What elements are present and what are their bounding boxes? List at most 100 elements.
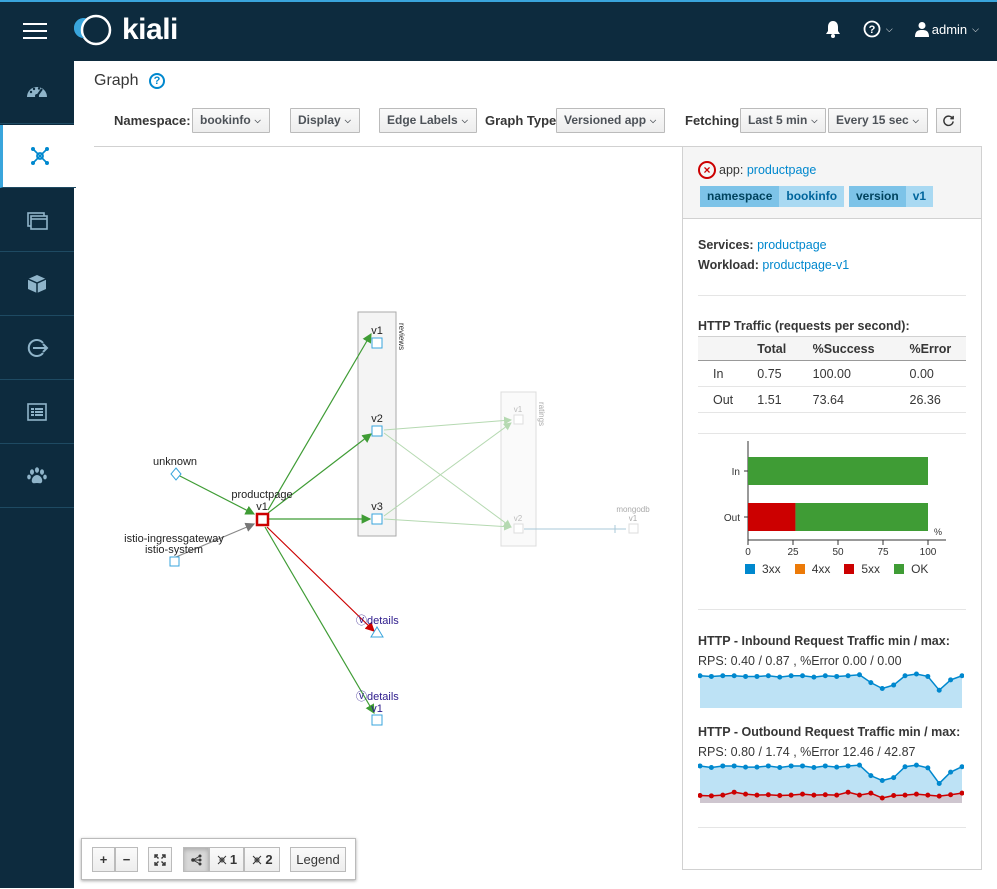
fit-to-screen-button[interactable] (148, 847, 172, 872)
nav-graph[interactable] (0, 125, 76, 188)
applications-icon (27, 212, 48, 230)
outbound-error-point (698, 793, 703, 798)
outbound-error-point (834, 792, 840, 798)
refresh-interval-dropdown[interactable]: Every 15 sec ⌵ (828, 108, 928, 133)
edge-productpage-reviews-v2[interactable] (267, 433, 372, 514)
outbound-rps-point (788, 763, 794, 769)
virtual-service-icon: Ⓥ (356, 614, 367, 627)
notifications-bell-icon[interactable] (825, 20, 841, 38)
nav-workloads[interactable] (0, 253, 74, 316)
layout-1-button[interactable]: 1 (209, 847, 244, 872)
outbound-rps-point (708, 765, 714, 770)
outbound-rps-point (845, 763, 851, 769)
duration-dropdown[interactable]: Last 5 min ⌵ (740, 108, 827, 133)
x-tick-label: 100 (920, 547, 937, 558)
namespace-dropdown[interactable]: bookinfo ⌵ (192, 108, 270, 133)
outbound-rps-point (948, 769, 954, 775)
table-cell: 100.00 (797, 360, 895, 387)
outbound-rps-point (777, 765, 783, 770)
bar-segment-ok[interactable] (795, 503, 928, 531)
mongodb-node[interactable] (628, 523, 639, 534)
inbound-rps-point (731, 673, 737, 679)
legend-swatch (794, 564, 805, 574)
display-dropdown[interactable]: Display ⌵ (290, 108, 360, 133)
workloads-icon (27, 275, 47, 293)
hamburger-menu-button[interactable] (23, 23, 47, 41)
ratings-v2-node[interactable] (513, 523, 524, 534)
edge-unknown-productpage[interactable] (175, 473, 256, 515)
services-link[interactable]: productpage (757, 238, 827, 252)
edge-labels-dropdown[interactable]: Edge Labels ⌵ (379, 108, 477, 133)
nav-applications[interactable] (0, 189, 74, 252)
virtual-service-icon: Ⓥ (356, 690, 367, 703)
table-header-row: Total %Success %Error (698, 336, 966, 361)
inbound-rps-point (891, 682, 897, 688)
table-header: Total (742, 336, 798, 361)
graph-canvas[interactable]: reviews ratings unknown istio-ingressgat… (94, 146, 682, 888)
details-v1-node[interactable] (371, 714, 383, 726)
reviews-v3-node[interactable] (371, 513, 383, 525)
edge-reviews-v3-ratings-v1[interactable] (383, 422, 512, 517)
workload-link[interactable]: productpage-v1 (762, 258, 850, 272)
nav-overview[interactable] (0, 61, 74, 124)
user-menu[interactable]: admin ⌵ (914, 21, 979, 37)
edge-reviews-v3-ratings-v2[interactable] (383, 518, 512, 531)
nav-istio-config[interactable] (0, 381, 74, 444)
outbound-error-point (856, 792, 862, 798)
version-badge: version v1 (849, 186, 934, 207)
nav-tracing[interactable] (0, 445, 74, 508)
table-cell: 0.75 (742, 360, 798, 387)
outbound-error-point (868, 790, 874, 796)
config-list-icon (27, 403, 47, 421)
help-icon[interactable]: ? (149, 73, 165, 89)
productpage-node[interactable] (255, 512, 270, 527)
display-label: Display (298, 113, 341, 127)
nav-services[interactable] (0, 317, 74, 380)
service-graph[interactable]: reviews ratings unknown istio-ingressgat… (94, 147, 682, 889)
edge-productpage-details-v1[interactable] (264, 526, 375, 715)
zoom-out-button[interactable]: − (115, 847, 138, 872)
details-service-name: details (367, 615, 399, 627)
zoom-in-button[interactable]: + (92, 847, 115, 872)
bar-segment-ok[interactable] (748, 457, 928, 485)
outbound-error-point (902, 792, 908, 798)
details-service-node[interactable] (370, 626, 384, 638)
app-link[interactable]: productpage (746, 163, 817, 177)
outbound-error-point (708, 793, 714, 799)
kiali-logo-mark (74, 14, 112, 46)
edge-ingress-productpage[interactable] (175, 522, 256, 558)
legend-button[interactable]: Legend (290, 847, 346, 872)
help-menu[interactable]: ? ⌵ (863, 20, 893, 38)
reviews-v1-node[interactable] (371, 337, 383, 349)
outbound-rps-point (743, 764, 749, 770)
layout-2-button[interactable]: 2 (244, 847, 280, 872)
kiali-logo: kiali (70, 12, 178, 48)
graph-type-dropdown[interactable]: Versioned app ⌵ (556, 108, 666, 133)
fetching-label: Fetching (685, 113, 740, 128)
outbound-traffic-title: HTTP - Outbound Request Traffic min / ma… (698, 725, 961, 739)
ingress-namespace-label: istio-system (145, 544, 203, 556)
unknown-node[interactable] (170, 467, 182, 481)
divider (698, 827, 966, 828)
bar-segment-5xx[interactable] (748, 503, 796, 531)
unit-label: % (934, 527, 942, 537)
ingress-node[interactable] (169, 556, 180, 567)
reviews-app-box[interactable] (357, 311, 397, 537)
outbound-rps-point (822, 763, 828, 769)
edge-productpage-reviews-v1[interactable] (267, 332, 372, 511)
edge-productpage-details-service[interactable] (266, 526, 375, 632)
outbound-rps-point (868, 773, 874, 779)
layout-default-button[interactable] (183, 847, 209, 872)
edge-reviews-v2-ratings-v2[interactable] (383, 432, 512, 528)
edge-reviews-v2-ratings-v1[interactable] (383, 416, 512, 431)
reviews-v2-node[interactable] (371, 425, 383, 437)
outbound-rps-point (936, 780, 942, 786)
refresh-interval-value: Every 15 sec (836, 113, 909, 127)
outbound-rps-point (902, 764, 908, 770)
topology-icon (217, 855, 227, 864)
ratings-v1-node[interactable] (513, 414, 524, 425)
legend-item-3xx: 3xx (745, 562, 781, 576)
workload-label: Workload: (698, 258, 759, 272)
refresh-button[interactable] (936, 108, 961, 133)
details-service-label: Ⓥdetails (356, 614, 399, 627)
